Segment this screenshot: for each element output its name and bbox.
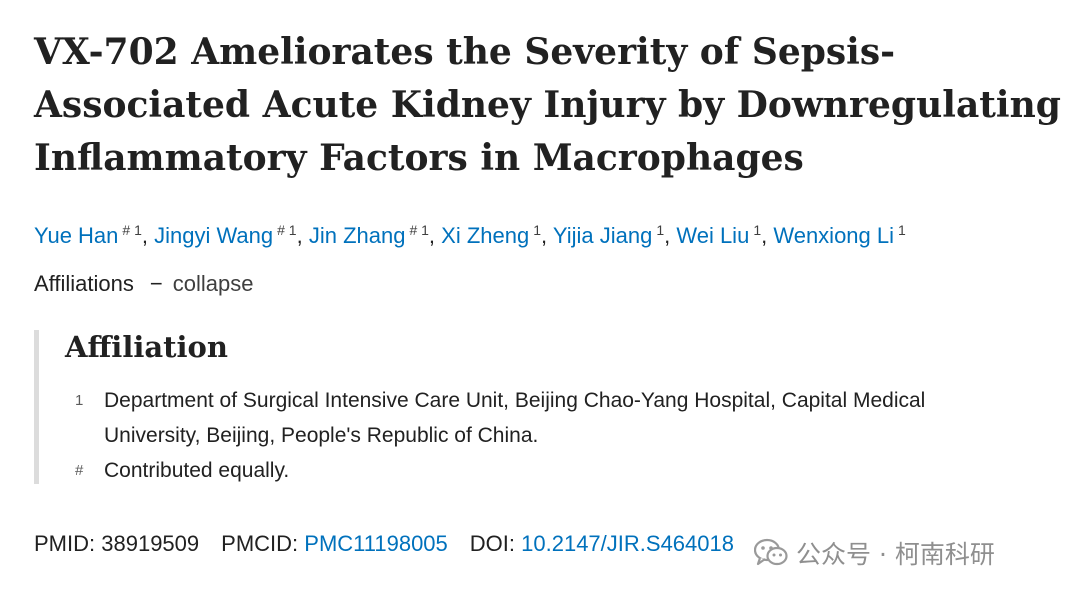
author-link[interactable]: Yue Han <box>34 223 119 248</box>
author-superscript[interactable]: # 1 <box>122 222 142 238</box>
wechat-icon <box>754 538 788 566</box>
affiliations-toggle[interactable]: Affiliations − collapse <box>34 267 253 301</box>
title-line-3: Inflammatory Factors in Macrophages <box>34 137 804 179</box>
affiliation-marker: # <box>75 462 84 479</box>
title-line-1: VX-702 Ameliorates the Severity of Sepsi… <box>34 31 896 73</box>
author-link[interactable]: Yijia Jiang <box>552 223 653 248</box>
collapse-link[interactable]: collapse <box>172 271 254 296</box>
article-title: VX-702 Ameliorates the Severity of Sepsi… <box>34 26 1064 185</box>
author-link[interactable]: Jingyi Wang <box>154 223 274 248</box>
pmcid-label: PMCID: <box>221 531 299 556</box>
doi-link[interactable]: 10.2147/JIR.S464018 <box>521 531 734 556</box>
author-link[interactable]: Jin Zhang <box>308 223 406 248</box>
article-identifiers: PMID: 38919509 PMCID: PMC11198005 DOI: 10.… <box>34 527 734 561</box>
pmid-value: 38919509 <box>101 531 200 556</box>
affiliation-heading: Affiliation <box>65 330 228 364</box>
pmid-label: PMID: <box>34 531 96 556</box>
doi-label: DOI: <box>469 531 516 556</box>
affiliation-marker: 1 <box>75 392 84 409</box>
author-link[interactable]: Xi Zheng <box>441 223 530 248</box>
affiliation-panel: Affiliation 1 Department of Surgical Int… <box>34 330 1039 484</box>
watermark: 公众号 · 柯南科研 <box>754 535 995 571</box>
affiliation-text: Department of Surgical Intensive Care Un… <box>104 389 926 447</box>
author-superscript[interactable]: 1 <box>753 222 762 238</box>
author-superscript[interactable]: # 1 <box>277 222 297 238</box>
pmcid-link[interactable]: PMC11198005 <box>304 531 448 556</box>
author-list: Yue Han # 1, Jingyi Wang # 1, Jin Zhang # 1… <box>34 222 906 248</box>
affiliations-label: Affiliations <box>34 271 134 296</box>
author-superscript[interactable]: # 1 <box>409 222 429 238</box>
title-line-2: Associated Acute Kidney Injury by Downre… <box>34 84 1061 126</box>
watermark-text: 公众号 · 柯南科研 <box>796 540 995 569</box>
collapse-dash-icon: − <box>149 271 163 296</box>
author-superscript[interactable]: 1 <box>656 222 665 238</box>
author-link[interactable]: Wei Liu <box>676 223 750 248</box>
author-link[interactable]: Wenxiong Li <box>773 223 895 248</box>
author-superscript[interactable]: 1 <box>898 222 906 238</box>
affiliation-text: Contributed equally. <box>104 459 290 482</box>
author-superscript[interactable]: 1 <box>533 222 542 238</box>
